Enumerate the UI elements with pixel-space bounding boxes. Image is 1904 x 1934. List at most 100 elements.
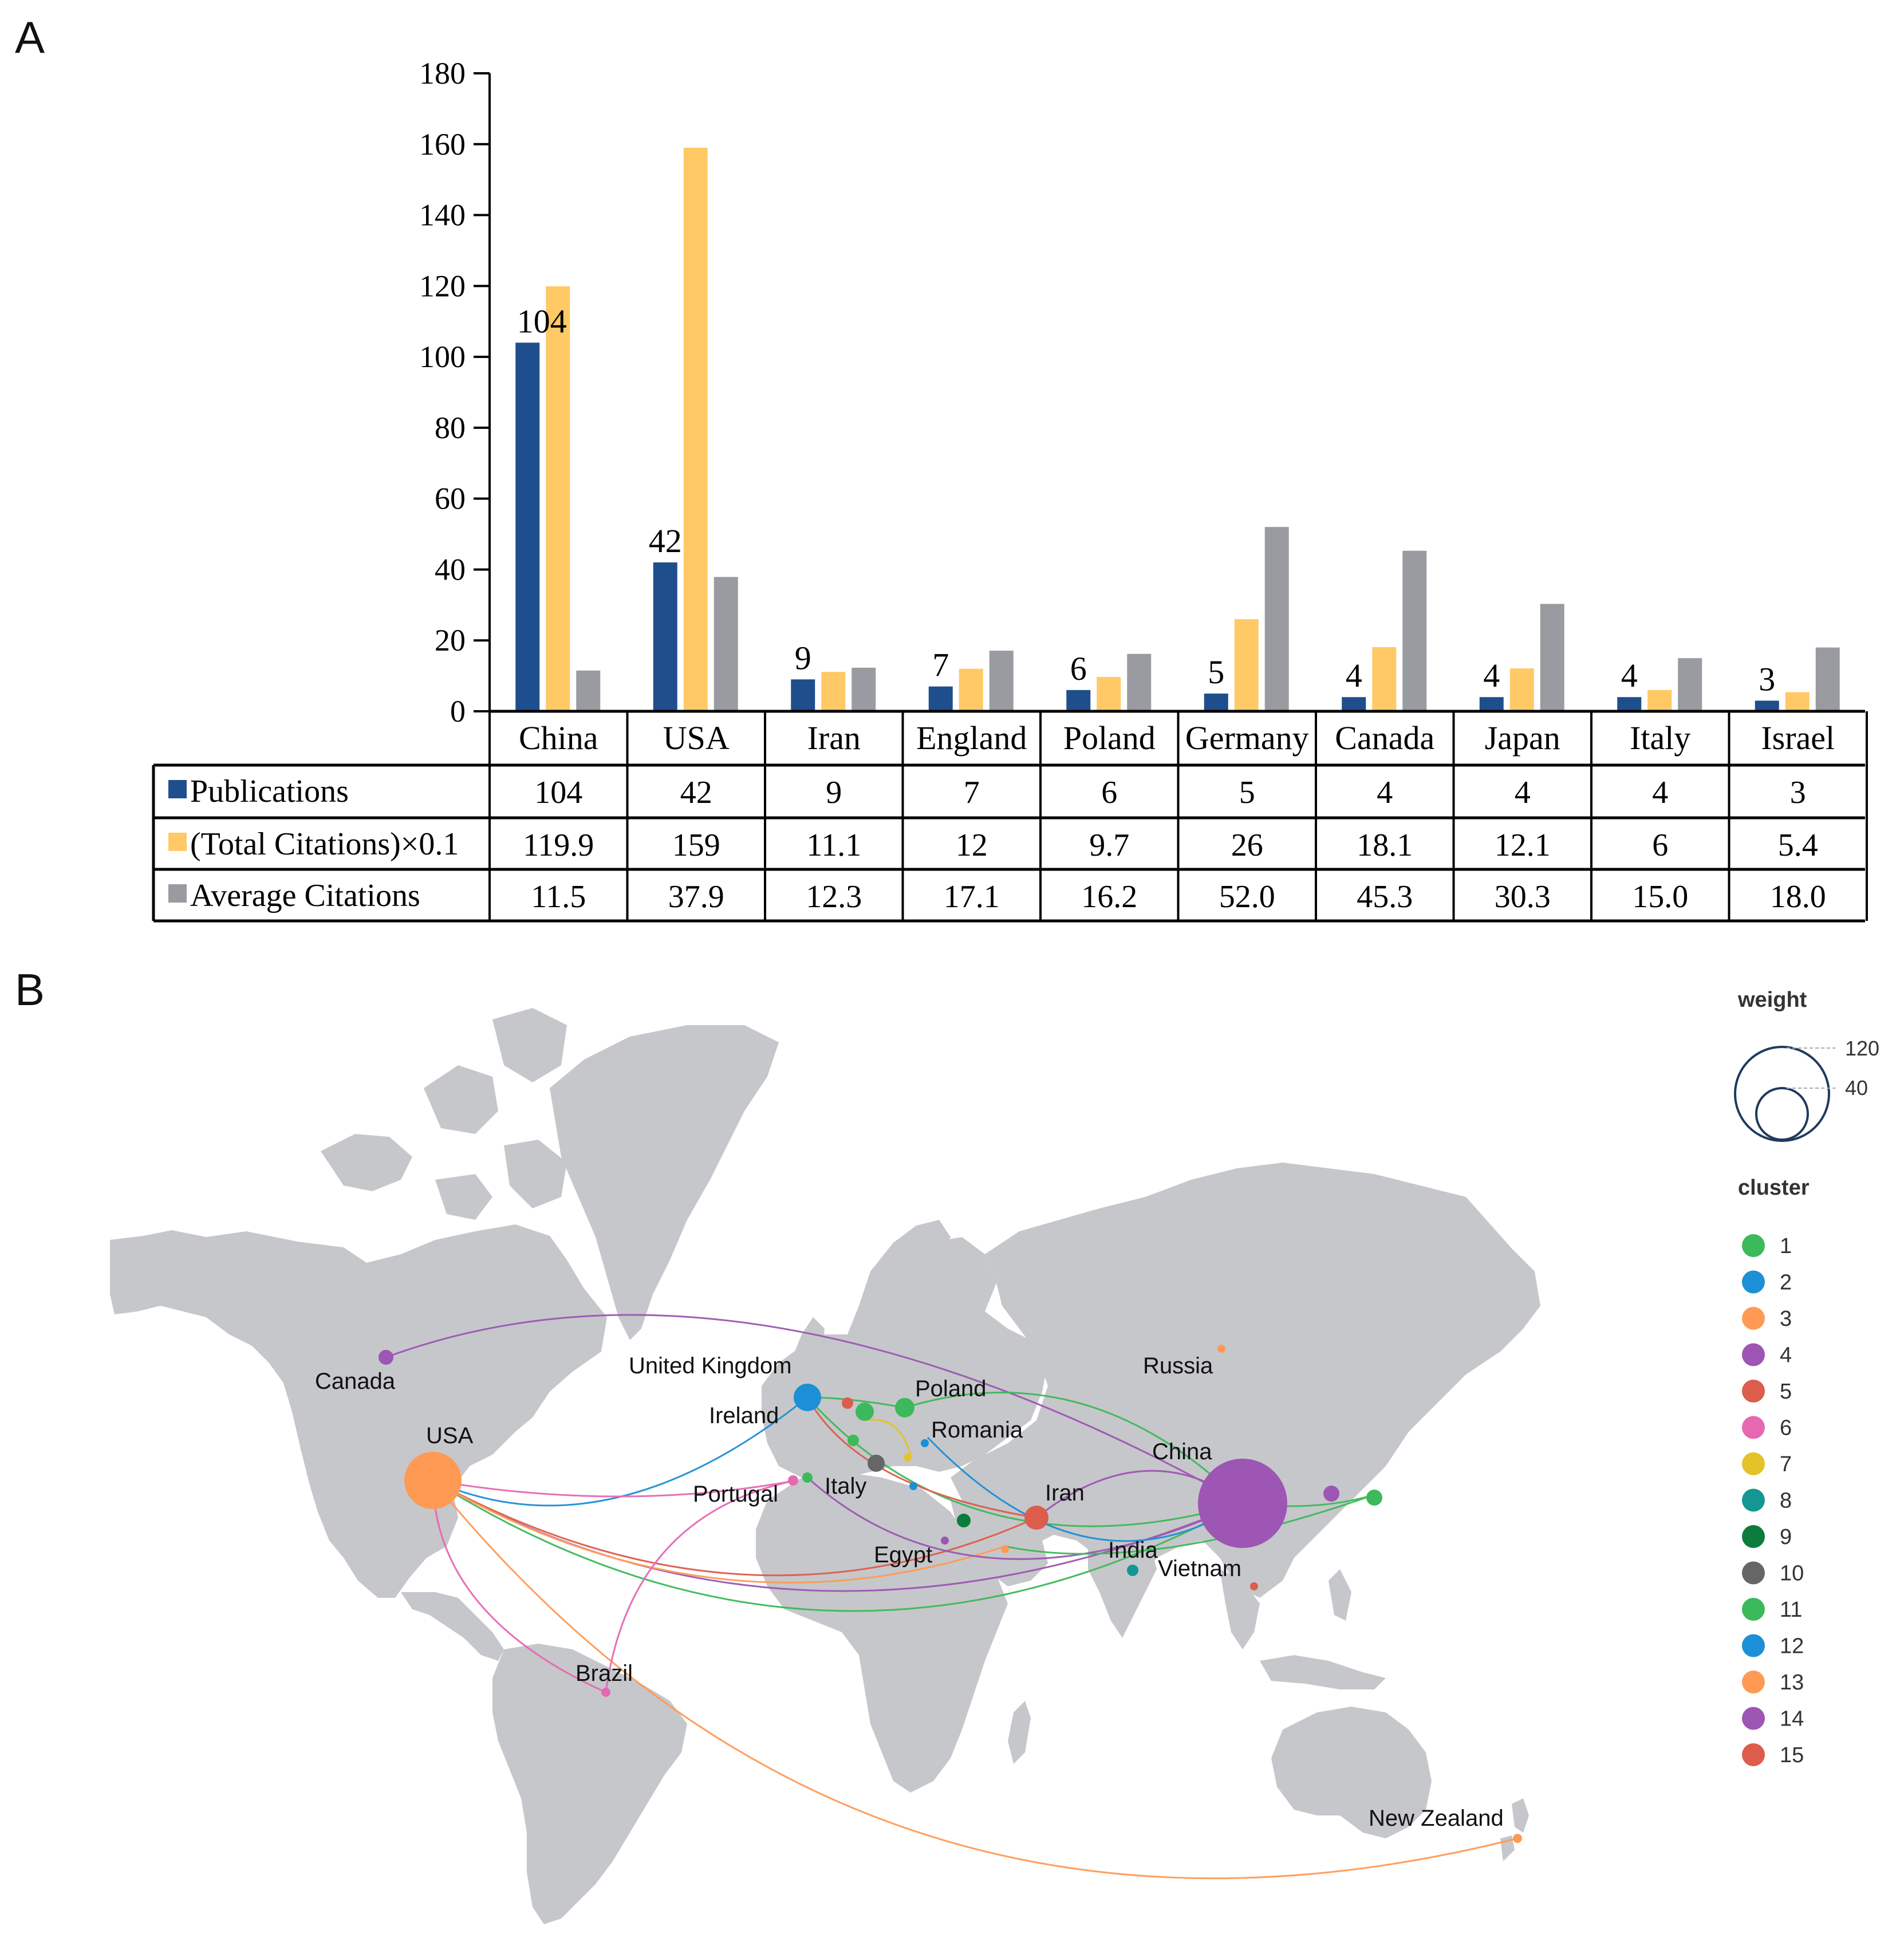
node-japan[interactable] bbox=[1366, 1490, 1382, 1506]
legend-cluster-dot bbox=[1742, 1452, 1765, 1475]
node-canada[interactable] bbox=[379, 1350, 393, 1365]
madagascar-shape bbox=[1008, 1701, 1031, 1764]
node-russia[interactable] bbox=[1217, 1345, 1225, 1353]
table-cell: 18.1 bbox=[1357, 828, 1413, 863]
central-america-shape bbox=[401, 1592, 504, 1661]
table-cell: 42 bbox=[680, 775, 712, 810]
bar-total-citations bbox=[959, 668, 983, 711]
label-india: India bbox=[1108, 1538, 1158, 1563]
legend-cluster-dot bbox=[1742, 1598, 1765, 1621]
node-italy[interactable] bbox=[802, 1472, 813, 1483]
node-vietnam[interactable] bbox=[1250, 1582, 1258, 1590]
label-italy: Italy bbox=[825, 1474, 866, 1499]
table-cell: 9 bbox=[826, 775, 842, 810]
table-cell: 159 bbox=[672, 828, 720, 863]
legend-swatch bbox=[168, 780, 187, 798]
legend-cluster-label: 4 bbox=[1780, 1344, 1792, 1368]
node-china[interactable] bbox=[1198, 1459, 1287, 1548]
bar-average-citations bbox=[1127, 653, 1152, 711]
bar-average-citations bbox=[1402, 550, 1427, 711]
node-greece[interactable] bbox=[904, 1454, 912, 1462]
bar-series bbox=[515, 147, 1840, 711]
node-egypt[interactable] bbox=[941, 1537, 949, 1545]
table-cell: 104 bbox=[534, 775, 582, 810]
y-tick-label: 180 bbox=[419, 56, 466, 90]
node-korea[interactable] bbox=[1323, 1486, 1339, 1502]
label-uk: United Kingdom bbox=[629, 1353, 792, 1378]
world-map-land bbox=[110, 1008, 1540, 1924]
bar-average-citations bbox=[1815, 647, 1840, 711]
y-tick-label: 60 bbox=[435, 482, 466, 516]
bar-total-citations bbox=[683, 147, 708, 711]
y-axis: 0 20 40 60 80 100 120 140 160 180 bbox=[419, 56, 491, 728]
legend-cluster-label: 3 bbox=[1780, 1307, 1792, 1331]
arabia-shape bbox=[951, 1500, 1048, 1586]
table-cell: 11.5 bbox=[531, 879, 586, 915]
bar-data-label: 9 bbox=[795, 639, 811, 676]
legend-cluster-label: 7 bbox=[1780, 1452, 1792, 1476]
legend-cluster-label: 12 bbox=[1780, 1634, 1804, 1659]
link-italy-china bbox=[806, 1476, 1243, 1560]
node-netherlands[interactable] bbox=[842, 1397, 853, 1409]
map-legend: weight 120 40 cluster 123456789101112131… bbox=[1734, 988, 1879, 1767]
y-tick-label: 140 bbox=[419, 198, 466, 233]
node-brazil[interactable] bbox=[601, 1688, 610, 1697]
legend-cluster-title: cluster bbox=[1738, 1176, 1810, 1200]
node-india[interactable] bbox=[1127, 1565, 1138, 1576]
node-france[interactable] bbox=[847, 1435, 859, 1446]
bar-total-citations bbox=[1785, 692, 1810, 711]
bar-data-labels: 104 42 9 7 6 5 4 4 4 3 bbox=[517, 302, 1776, 698]
table-cell: 11.1 bbox=[806, 828, 861, 863]
bar-total-citations bbox=[1097, 676, 1121, 711]
node-uk[interactable] bbox=[794, 1384, 821, 1411]
asia-shape bbox=[951, 1163, 1540, 1604]
node-saudi[interactable] bbox=[957, 1514, 971, 1527]
country-nodes bbox=[379, 1345, 1522, 1843]
node-turkey[interactable] bbox=[909, 1482, 917, 1490]
node-romania[interactable] bbox=[921, 1439, 929, 1447]
bar-average-citations bbox=[576, 670, 601, 711]
legend-cluster-label: 15 bbox=[1780, 1743, 1804, 1767]
legend-cluster-dot bbox=[1742, 1416, 1765, 1439]
label-usa: USA bbox=[426, 1423, 474, 1448]
x-category-label: Japan bbox=[1485, 719, 1560, 757]
legend-cluster-dot bbox=[1742, 1743, 1765, 1766]
southeast-asia-shape bbox=[1220, 1569, 1260, 1649]
table-cell: 12.1 bbox=[1495, 828, 1551, 863]
legend-cluster-label: 9 bbox=[1780, 1525, 1792, 1549]
bar-average-citations bbox=[1264, 527, 1289, 711]
link-usa-portugal bbox=[432, 1479, 791, 1498]
link-usa-newzealand bbox=[432, 1480, 1518, 1880]
node-austria[interactable] bbox=[868, 1455, 885, 1472]
node-new-zealand[interactable] bbox=[1513, 1834, 1522, 1843]
uk-shape bbox=[770, 1317, 825, 1389]
legend-cluster-dot bbox=[1742, 1234, 1765, 1257]
bar-data-label: 7 bbox=[932, 647, 949, 684]
node-portugal[interactable] bbox=[788, 1475, 798, 1486]
row-series-name: Publications bbox=[190, 774, 349, 809]
node-usa[interactable] bbox=[404, 1452, 462, 1509]
bar-average-citations bbox=[1540, 604, 1564, 711]
x-category-label: Italy bbox=[1630, 719, 1690, 757]
australia-shape bbox=[1271, 1707, 1432, 1838]
node-iran[interactable] bbox=[1024, 1506, 1048, 1530]
legend-cluster-dot bbox=[1742, 1525, 1765, 1548]
node-germany[interactable] bbox=[856, 1403, 874, 1421]
legend-cluster-dot bbox=[1742, 1634, 1765, 1657]
bar-publications bbox=[928, 686, 953, 711]
table-cell: 52.0 bbox=[1219, 879, 1275, 915]
y-tick-label: 0 bbox=[450, 694, 466, 728]
legend-cluster-label: 14 bbox=[1780, 1707, 1804, 1731]
node-poland[interactable] bbox=[895, 1398, 914, 1417]
y-tick-label: 100 bbox=[419, 340, 466, 374]
bar-publications bbox=[1755, 700, 1779, 711]
node-pakistan[interactable] bbox=[1001, 1545, 1009, 1553]
link-uk-iran bbox=[806, 1397, 1037, 1519]
y-tick-label: 120 bbox=[419, 269, 466, 303]
legend-cluster-dot bbox=[1742, 1707, 1765, 1730]
panel-a: A 0 20 40 60 80 100 120 140 160 180 104 42 9 7 6 5 4 4 4 3… bbox=[15, 12, 1868, 923]
table-cell: 45.3 bbox=[1357, 879, 1413, 915]
bar-total-citations bbox=[1647, 690, 1672, 711]
table-cell: 16.2 bbox=[1081, 879, 1137, 915]
